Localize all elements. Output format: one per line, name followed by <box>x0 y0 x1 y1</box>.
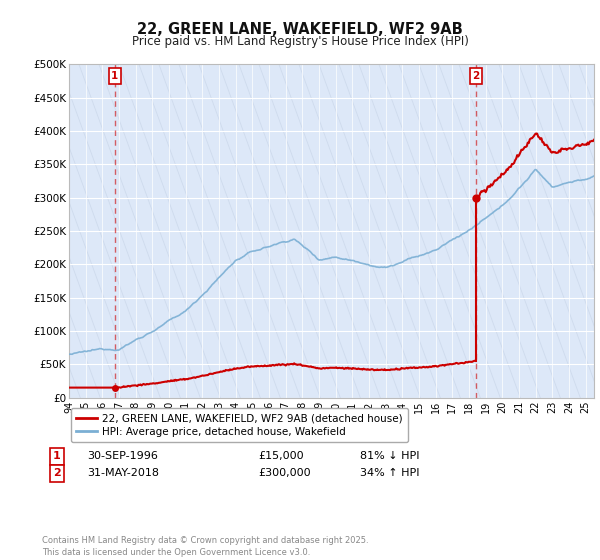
Text: 81% ↓ HPI: 81% ↓ HPI <box>360 451 419 461</box>
Text: £300,000: £300,000 <box>258 468 311 478</box>
Text: 30-SEP-1996: 30-SEP-1996 <box>87 451 158 461</box>
Text: 2: 2 <box>53 468 61 478</box>
Text: 31-MAY-2018: 31-MAY-2018 <box>87 468 159 478</box>
Text: 1: 1 <box>53 451 61 461</box>
Legend: 22, GREEN LANE, WAKEFIELD, WF2 9AB (detached house), HPI: Average price, detache: 22, GREEN LANE, WAKEFIELD, WF2 9AB (deta… <box>71 408 408 442</box>
Text: 22, GREEN LANE, WAKEFIELD, WF2 9AB: 22, GREEN LANE, WAKEFIELD, WF2 9AB <box>137 22 463 38</box>
Text: 1: 1 <box>111 71 118 81</box>
Text: Price paid vs. HM Land Registry's House Price Index (HPI): Price paid vs. HM Land Registry's House … <box>131 35 469 48</box>
Text: 34% ↑ HPI: 34% ↑ HPI <box>360 468 419 478</box>
Text: 2: 2 <box>472 71 479 81</box>
Text: £15,000: £15,000 <box>258 451 304 461</box>
Text: Contains HM Land Registry data © Crown copyright and database right 2025.
This d: Contains HM Land Registry data © Crown c… <box>42 536 368 557</box>
